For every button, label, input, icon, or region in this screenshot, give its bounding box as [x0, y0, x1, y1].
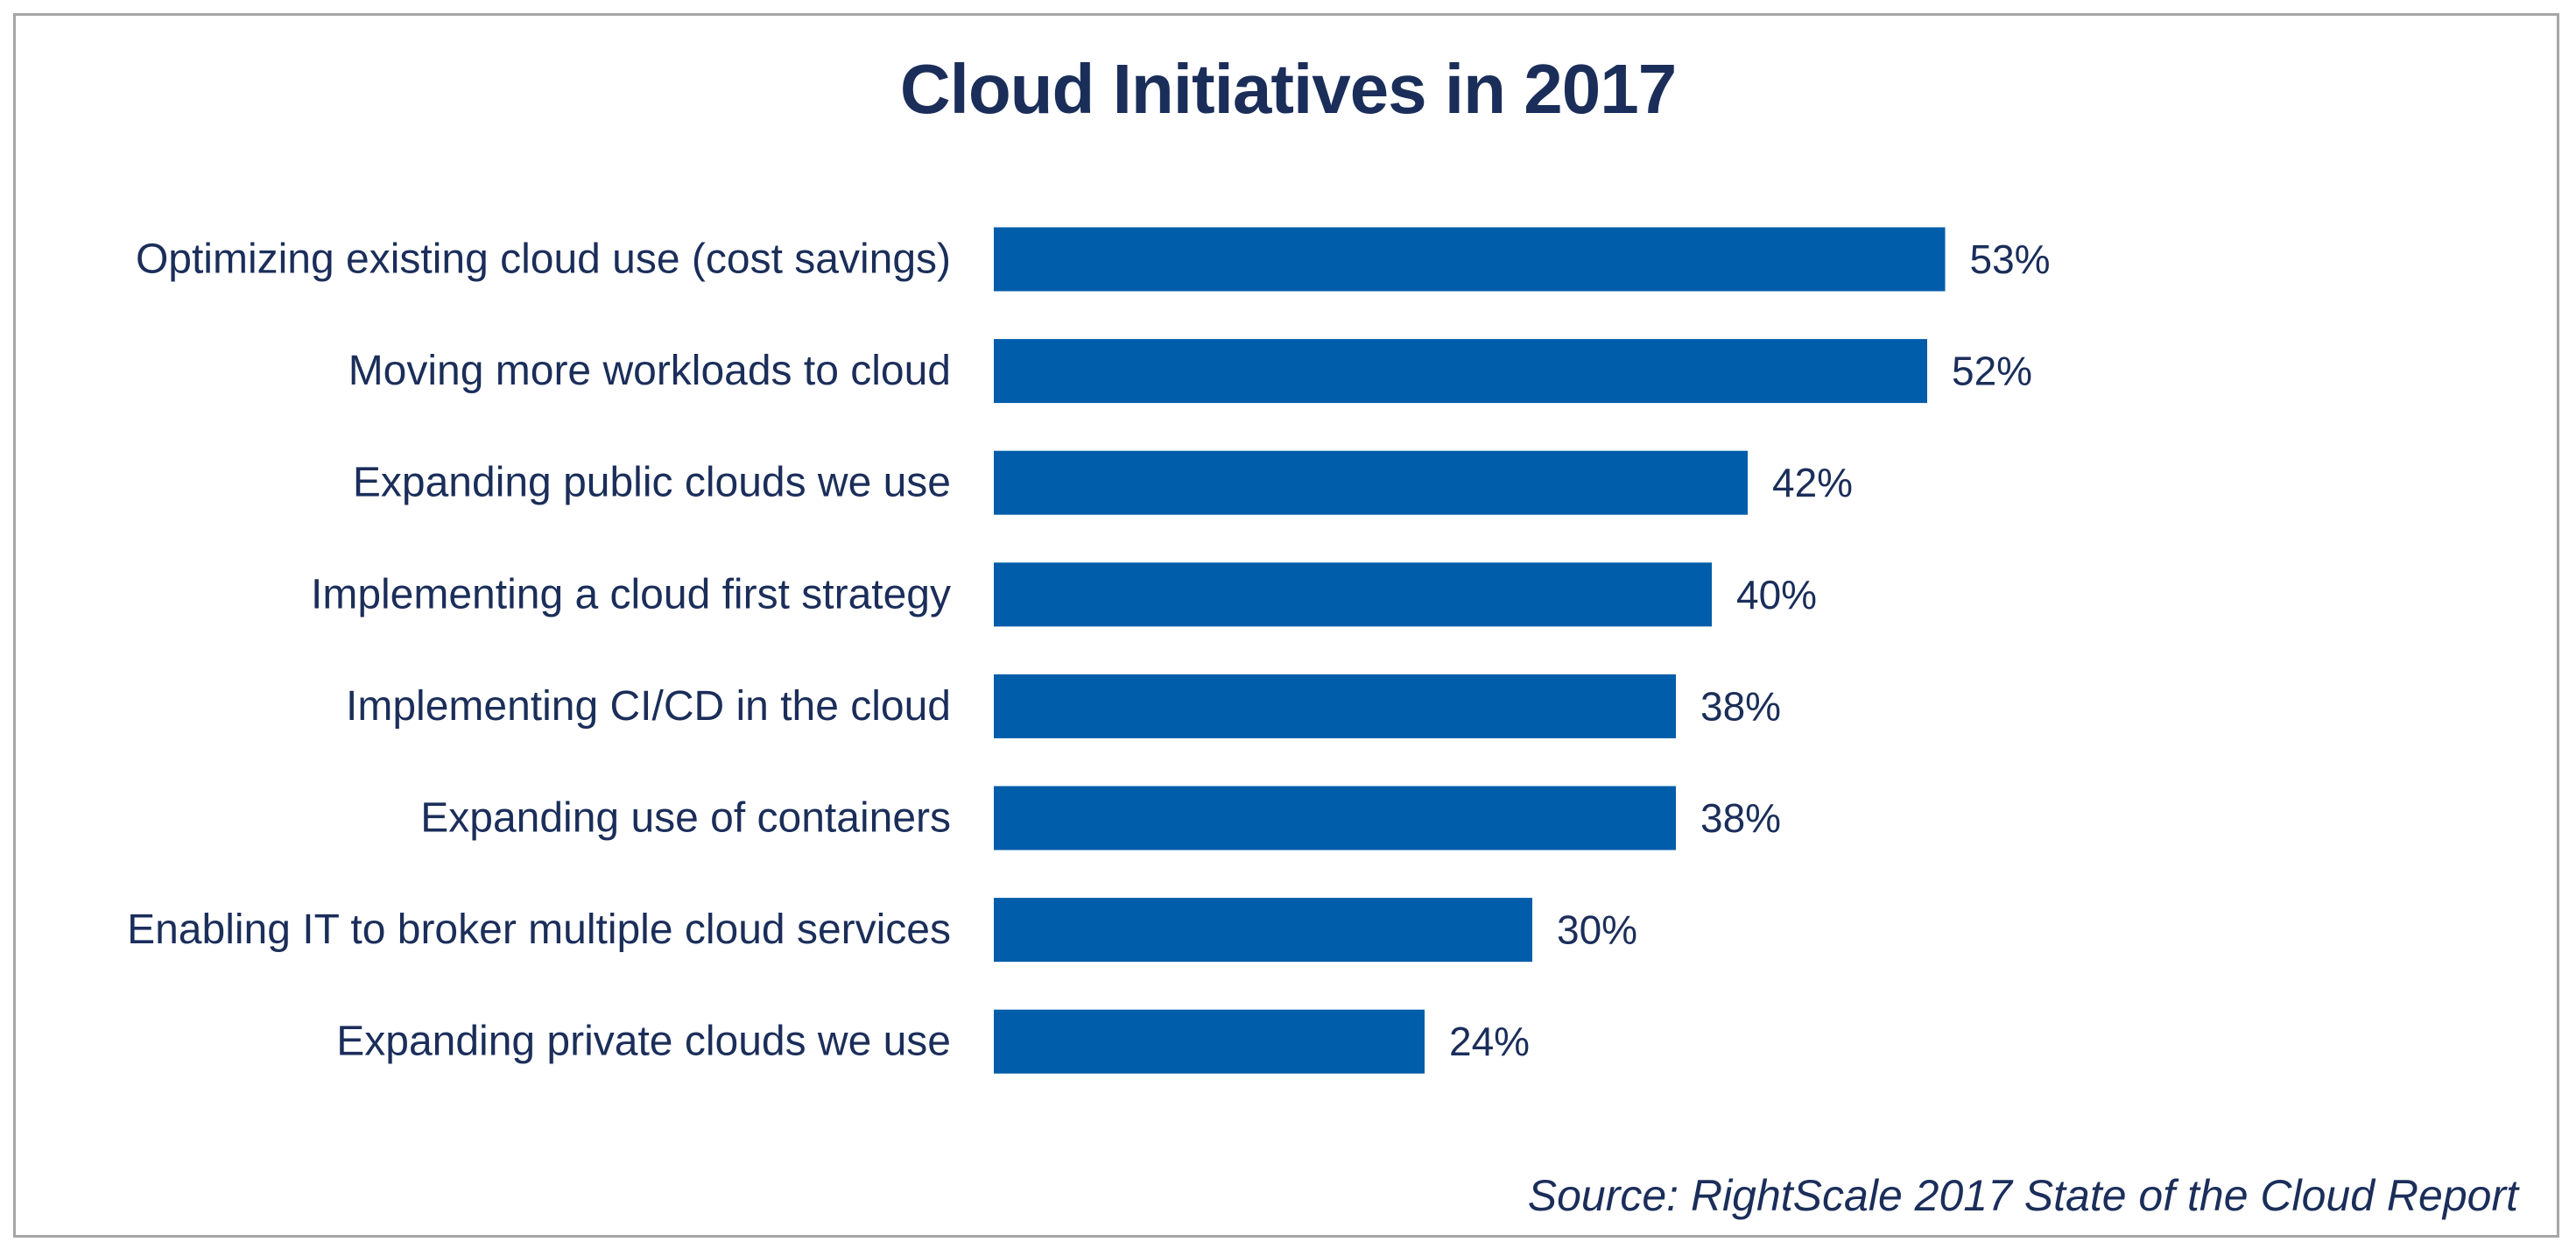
category-label: Implementing CI/CD in the cloud	[346, 683, 951, 730]
category-label: Moving more workloads to cloud	[348, 348, 951, 394]
source-note: Source: RightScale 2017 State of the Clo…	[1527, 1171, 2518, 1220]
data-label: 38%	[1700, 795, 1781, 841]
bar	[994, 786, 1676, 850]
bar	[994, 227, 1946, 292]
bar	[994, 450, 1748, 515]
category-label: Expanding private clouds we use	[336, 1019, 951, 1065]
category-label: Expanding use of containers	[420, 795, 951, 842]
chart-frame	[13, 13, 2559, 1238]
data-label: 42%	[1772, 460, 1853, 505]
data-label: 52%	[1952, 349, 2032, 394]
bar	[994, 674, 1676, 738]
data-label: 40%	[1736, 572, 1817, 617]
chart-title: Cloud Initiatives in 2017	[899, 50, 1677, 128]
data-label: 24%	[1449, 1019, 1530, 1064]
category-label: Enabling IT to broker multiple cloud ser…	[127, 907, 951, 953]
data-label: 30%	[1557, 907, 1637, 953]
bar	[994, 1009, 1425, 1074]
data-label: 38%	[1700, 683, 1781, 729]
bar	[994, 562, 1712, 627]
bar	[994, 339, 1927, 404]
category-label: Expanding public clouds we use	[353, 460, 951, 506]
category-label: Implementing a cloud first strategy	[311, 571, 951, 617]
bar	[994, 898, 1532, 963]
data-label: 53%	[1970, 236, 2051, 282]
category-label: Optimizing existing cloud use (cost savi…	[136, 236, 951, 283]
